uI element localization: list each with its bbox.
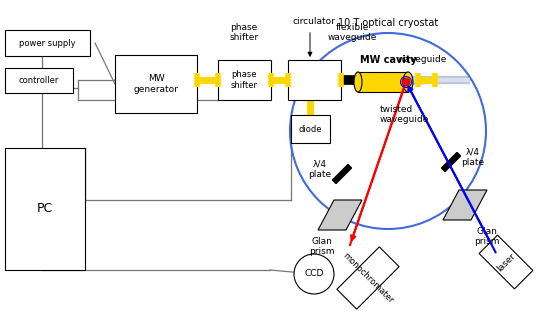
Text: λ/4
plate: λ/4 plate <box>461 147 485 167</box>
Polygon shape <box>479 235 533 289</box>
Text: phase
shifter: phase shifter <box>229 23 259 42</box>
Bar <box>358 72 408 92</box>
Ellipse shape <box>403 72 413 92</box>
Text: Glan
prism: Glan prism <box>474 227 500 246</box>
Text: power supply: power supply <box>19 38 76 47</box>
Polygon shape <box>441 152 460 172</box>
Text: CCD: CCD <box>304 269 324 278</box>
Text: waveguide: waveguide <box>398 55 447 64</box>
Polygon shape <box>337 247 399 309</box>
Ellipse shape <box>354 72 362 92</box>
Bar <box>291 115 330 143</box>
Polygon shape <box>318 200 362 230</box>
Text: Glan
prism: Glan prism <box>309 237 335 256</box>
Text: λ/4
plate: λ/4 plate <box>308 159 332 179</box>
Polygon shape <box>443 190 487 220</box>
Text: monochromater: monochromater <box>341 251 395 305</box>
Text: MW cavity: MW cavity <box>360 55 417 65</box>
Bar <box>5 68 73 93</box>
Bar <box>5 148 85 270</box>
Text: circulator: circulator <box>293 18 335 27</box>
Bar <box>5 30 90 56</box>
Text: diode: diode <box>299 124 322 133</box>
Text: MW
generator: MW generator <box>134 74 179 94</box>
Circle shape <box>402 78 410 86</box>
Bar <box>115 55 197 113</box>
Bar <box>288 60 341 100</box>
Text: twisted
waveguide: twisted waveguide <box>380 105 430 124</box>
Text: phase
shifter: phase shifter <box>231 70 258 90</box>
Text: flexible
waveguide: flexible waveguide <box>327 23 377 42</box>
Bar <box>218 60 271 100</box>
Text: controller: controller <box>19 76 59 85</box>
Text: laser: laser <box>495 251 517 273</box>
Text: 10 T optical cryostat: 10 T optical cryostat <box>338 18 438 28</box>
Text: PC: PC <box>37 203 53 215</box>
Polygon shape <box>333 164 352 184</box>
Circle shape <box>294 254 334 294</box>
